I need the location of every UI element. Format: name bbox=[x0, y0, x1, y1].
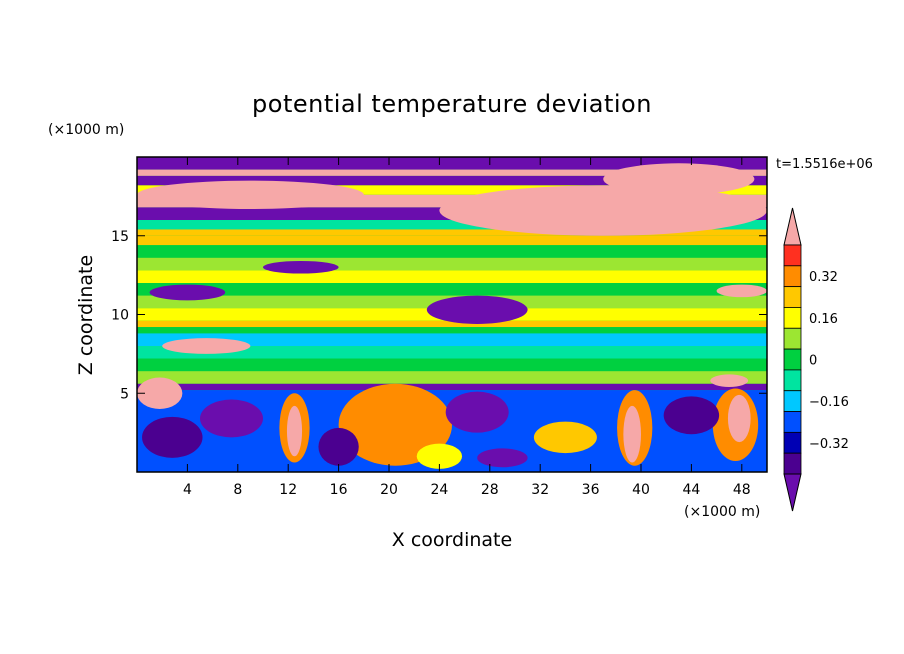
contour-band bbox=[137, 235, 767, 246]
contour-blob bbox=[416, 443, 463, 469]
contour-blob bbox=[439, 185, 767, 236]
x-tick-label: 4 bbox=[183, 482, 192, 498]
y-axis: 5 10 15 bbox=[111, 229, 767, 402]
x-unit-label: (×1000 m) bbox=[684, 504, 760, 520]
contour-blob bbox=[338, 383, 452, 466]
contour-band bbox=[137, 358, 767, 372]
x-tick-label: 8 bbox=[233, 482, 242, 498]
contour-band bbox=[137, 283, 767, 296]
contour-band bbox=[137, 270, 767, 283]
contour-blob bbox=[263, 260, 339, 274]
x-tick-label: 44 bbox=[682, 482, 700, 498]
colorbar-swatch bbox=[783, 369, 802, 392]
x-axis: 4 8 12 16 20 24 28 32 36 40 44 48 bbox=[183, 157, 751, 498]
x-axis-label: X coordinate bbox=[392, 529, 512, 551]
colorbar-swatch bbox=[783, 265, 802, 288]
colorbar-swatch bbox=[783, 390, 802, 412]
colorbar-tick-label: −0.16 bbox=[809, 395, 849, 410]
x-tick-label: 36 bbox=[582, 482, 600, 498]
contour-band bbox=[137, 175, 767, 186]
plot-area bbox=[137, 157, 767, 472]
contour-blob bbox=[200, 399, 263, 438]
x-tick-label: 32 bbox=[531, 482, 549, 498]
contour-band bbox=[137, 371, 767, 384]
contour-band bbox=[137, 333, 767, 346]
contour-blob bbox=[426, 295, 528, 324]
contour-band bbox=[137, 229, 767, 236]
contour-blob bbox=[162, 338, 251, 354]
colorbar-swatch bbox=[783, 244, 802, 267]
y-unit-label: (×1000 m) bbox=[48, 122, 124, 138]
contour-blob bbox=[663, 396, 720, 435]
colorbar: 0.32 0.16 0 −0.16 −0.32 bbox=[783, 207, 849, 512]
colorbar-swatch bbox=[783, 327, 802, 350]
colorbar-tick-label: 0.16 bbox=[809, 312, 838, 327]
colorbar-swatch bbox=[783, 307, 802, 329]
colorbar-tick-label: 0.32 bbox=[809, 270, 838, 285]
x-tick-label: 48 bbox=[733, 482, 751, 498]
contour-blob bbox=[533, 421, 597, 454]
colorbar-swatch bbox=[783, 348, 802, 371]
contour-band bbox=[137, 169, 767, 176]
x-tick-label: 12 bbox=[279, 482, 297, 498]
colorbar-tick-label: −0.32 bbox=[809, 437, 849, 452]
contour-blob bbox=[149, 284, 226, 301]
contour-blobs bbox=[137, 163, 767, 469]
contour-band bbox=[137, 185, 767, 195]
contour-blob bbox=[286, 405, 303, 457]
colorbar-arrow-max bbox=[783, 207, 802, 246]
y-tick-label: 15 bbox=[111, 229, 129, 245]
contour-band bbox=[137, 220, 767, 230]
chart-title: potential temperature deviation bbox=[252, 90, 652, 118]
colorbar-swatch bbox=[783, 431, 802, 454]
contour-band bbox=[137, 157, 767, 170]
contour-blob bbox=[137, 377, 183, 409]
contour-blob bbox=[142, 416, 203, 458]
colorbar-swatch bbox=[783, 452, 802, 475]
colorbar-swatch bbox=[783, 286, 802, 308]
contour-band bbox=[137, 257, 767, 271]
colorbar-tick-label: 0 bbox=[809, 354, 817, 369]
x-tick-label: 28 bbox=[481, 482, 499, 498]
contour-blob bbox=[137, 180, 364, 209]
contour-blob bbox=[603, 163, 755, 195]
y-axis-label: Z coordinate bbox=[75, 255, 97, 375]
x-tick-label: 20 bbox=[380, 482, 398, 498]
contour-blob bbox=[477, 448, 528, 468]
contour-band bbox=[137, 383, 767, 391]
contour-blob bbox=[727, 394, 751, 443]
contour-blob bbox=[716, 284, 767, 298]
x-tick-label: 24 bbox=[430, 482, 448, 498]
contour-blob bbox=[445, 391, 509, 433]
contour-band bbox=[137, 245, 767, 258]
x-tick-label: 40 bbox=[632, 482, 650, 498]
contour-blob bbox=[710, 374, 749, 387]
colorbar-swatch bbox=[783, 411, 802, 433]
contour-blob bbox=[318, 427, 359, 466]
colorbar-arrow-min bbox=[783, 473, 802, 512]
x-tick-label: 16 bbox=[330, 482, 348, 498]
y-tick-label: 10 bbox=[111, 308, 129, 324]
time-label: t=1.5516e+06 bbox=[776, 157, 873, 172]
contour-band bbox=[137, 346, 767, 359]
contour-band bbox=[137, 320, 767, 328]
contour-blob bbox=[623, 405, 641, 463]
contour-band bbox=[137, 327, 767, 334]
y-tick-label: 5 bbox=[120, 386, 129, 402]
